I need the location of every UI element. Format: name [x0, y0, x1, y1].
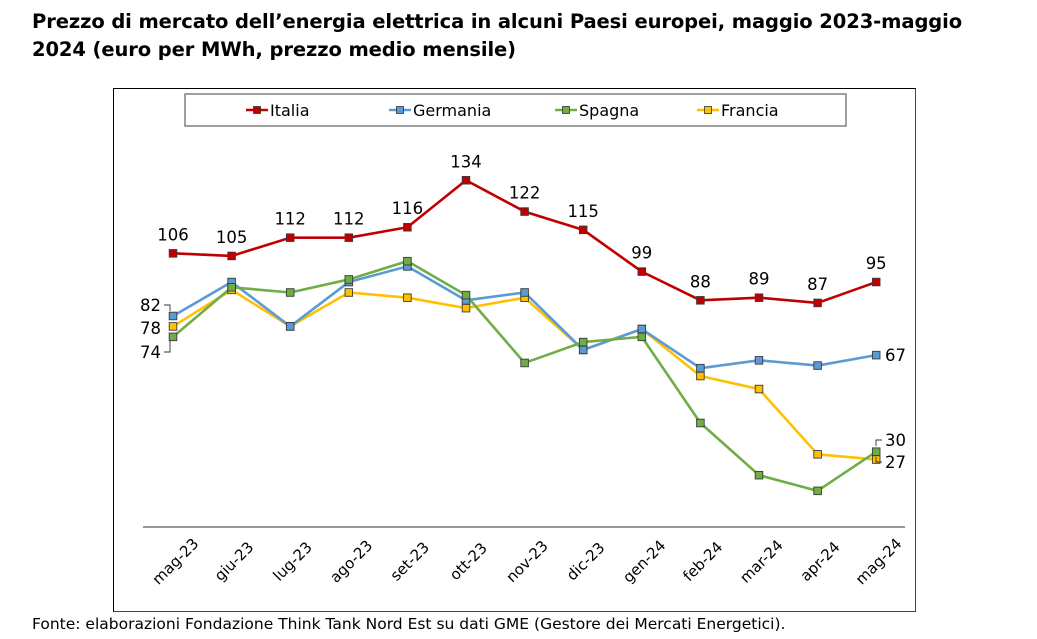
data-point-italia: [871, 277, 881, 287]
x-tick-label: set-23: [387, 538, 433, 584]
data-point-italia: [637, 267, 647, 276]
x-tick-label: lug-23: [269, 538, 315, 584]
data-label-italia: 106: [157, 225, 189, 244]
legend-marker-italia: [253, 106, 261, 114]
data-label-italia: 88: [690, 272, 711, 291]
leader-line-germania: [164, 304, 171, 311]
data-point-germania: [696, 363, 705, 373]
data-label-italia: 122: [509, 184, 541, 203]
data-label-italia: 95: [866, 254, 887, 273]
data-point-germania: [754, 356, 764, 365]
data-point-germania: [578, 345, 588, 355]
data-point-francia: [461, 303, 471, 313]
x-tick-label: feb-24: [679, 538, 726, 585]
data-point-italia: [168, 249, 178, 258]
data-label-italia: 112: [274, 210, 306, 229]
chart-frame: [113, 88, 916, 612]
legend-label-spagna: Spagna: [579, 101, 639, 120]
data-point-germania: [285, 322, 295, 331]
data-point-spagna: [168, 332, 178, 342]
legend-marker-germania: [396, 106, 404, 114]
x-tick-label: ott-23: [446, 539, 491, 584]
data-point-spagna: [578, 337, 588, 347]
data-point-spagna: [227, 283, 236, 292]
data-point-francia: [813, 450, 822, 459]
data-label-italia: 89: [749, 270, 770, 289]
data-point-francia: [403, 293, 412, 302]
x-tick-label: gen-24: [619, 536, 669, 586]
data-label-francia: 27: [885, 453, 906, 472]
legend-label-francia: Francia: [721, 101, 779, 120]
data-point-francia: [696, 371, 705, 381]
data-point-italia: [813, 298, 822, 308]
data-point-spagna: [344, 275, 354, 284]
data-point-italia: [520, 207, 529, 216]
data-label-italia: 112: [333, 210, 365, 229]
leader-line-spagna: [164, 340, 171, 353]
data-point-germania: [813, 361, 822, 370]
legend-marker-francia: [704, 106, 712, 114]
series-line-germania: [172, 265, 877, 370]
data-label-germania: 67: [885, 346, 906, 365]
data-point-spagna: [637, 332, 647, 342]
data-point-spagna: [813, 486, 822, 496]
data-point-italia: [285, 233, 295, 242]
series-line-francia: [172, 288, 877, 461]
x-tick-label: apr-24: [797, 538, 844, 585]
legend-label-germania: Germania: [413, 101, 491, 120]
data-point-spagna: [403, 256, 412, 266]
data-point-italia: [403, 222, 412, 232]
x-tick-label: ago-23: [326, 536, 376, 586]
data-point-italia: [227, 251, 236, 261]
data-point-spagna: [520, 358, 529, 368]
source-note: Fonte: elaborazioni Fondazione Think Tan…: [32, 615, 786, 633]
data-point-italia: [344, 233, 354, 242]
x-tick-label: mag-23: [149, 535, 203, 589]
leader-line-spagna-right: [875, 439, 882, 446]
data-label-germania: 82: [140, 296, 161, 315]
x-tick-label: mar-24: [736, 536, 787, 587]
legend-box: [184, 93, 847, 127]
data-point-spagna: [754, 470, 764, 480]
data-label-italia: 105: [216, 228, 248, 247]
data-point-germania: [168, 311, 178, 321]
data-point-italia: [696, 296, 705, 305]
legend-marker-spagna: [562, 106, 570, 114]
data-point-spagna: [461, 290, 471, 300]
x-tick-label: giu-23: [211, 538, 257, 584]
data-label-francia: 78: [140, 319, 161, 338]
data-label-italia: 115: [567, 202, 599, 221]
data-label-italia: 87: [807, 275, 828, 294]
data-point-spagna: [871, 447, 881, 456]
data-point-francia: [344, 288, 354, 297]
data-point-francia: [754, 384, 764, 394]
data-point-italia: [754, 293, 764, 302]
data-point-germania: [871, 350, 881, 360]
data-label-spagna: 30: [885, 431, 906, 450]
data-label-italia: 116: [392, 199, 424, 218]
data-label-spagna: 74: [140, 343, 161, 362]
data-point-germania: [520, 288, 529, 297]
data-point-spagna: [285, 288, 295, 297]
leader-line-francia-right: [875, 457, 882, 463]
data-point-italia: [461, 176, 471, 185]
data-label-italia: 134: [450, 152, 482, 171]
x-tick-label: mag-24: [852, 535, 906, 589]
legend-label-italia: Italia: [270, 101, 310, 120]
x-tick-label: dic-23: [563, 539, 609, 585]
data-point-francia: [168, 322, 178, 331]
x-tick-label: nov-23: [502, 537, 551, 586]
data-point-germania: [637, 324, 647, 334]
data-label-italia: 99: [631, 244, 652, 263]
chart-title: Prezzo di mercato dell’energia elettrica…: [32, 10, 963, 61]
data-point-spagna: [696, 418, 705, 428]
data-point-italia: [578, 225, 588, 235]
